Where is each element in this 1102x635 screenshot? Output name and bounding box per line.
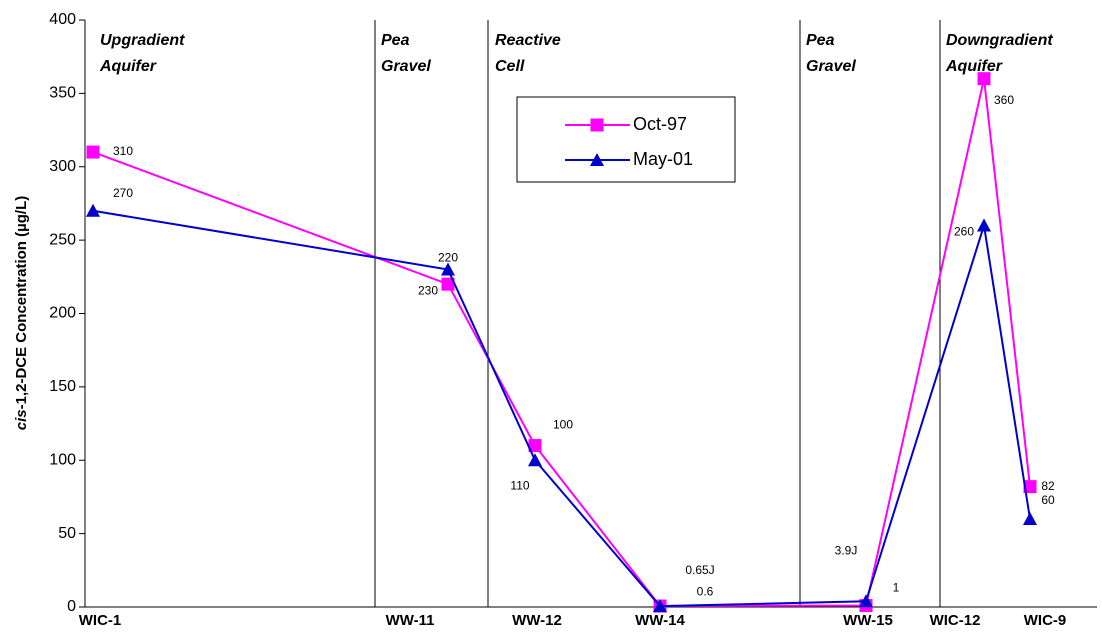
zone-label: Upgradient [100, 32, 185, 49]
data-point [977, 218, 991, 232]
data-label: 270 [113, 186, 133, 200]
x-tick-label: WIC-9 [1024, 612, 1067, 629]
data-point [528, 439, 542, 453]
legend-label: May-01 [633, 149, 693, 169]
data-label: 110 [510, 479, 529, 493]
zone-label: Aquifer [99, 58, 157, 75]
data-point [86, 203, 100, 217]
data-label: 360 [994, 93, 1014, 107]
x-tick-label: WIC-12 [930, 612, 981, 629]
series-line [92, 209, 1031, 608]
data-point [653, 599, 667, 613]
zone-label: Gravel [806, 58, 856, 75]
data-label: 0.65J [685, 563, 714, 577]
y-axis-title-italic: cis [13, 409, 30, 430]
data-label: 230 [418, 284, 438, 298]
zone-label: Downgradient [946, 32, 1053, 49]
data-point [1023, 480, 1037, 494]
zone-label: Aquifer [945, 58, 1003, 75]
data-point [441, 277, 455, 291]
y-tick-label: 400 [49, 11, 76, 28]
zone-label: Reactive [495, 32, 561, 49]
data-point [86, 145, 100, 159]
y-tick-label: 0 [67, 598, 76, 615]
data-label: 220 [438, 250, 458, 264]
legend-marker [590, 153, 604, 166]
x-tick-label: WW-12 [512, 612, 562, 629]
y-tick-label: 50 [58, 525, 76, 542]
y-tick-label: 300 [49, 158, 76, 175]
zone-label: Gravel [381, 58, 431, 75]
y-tick-label: 200 [49, 305, 76, 322]
y-axis-title-rest: -1,2-DCE Concentration (µg/L) [13, 196, 30, 410]
zone-label: Cell [495, 58, 525, 75]
x-tick-label: WW-11 [386, 612, 435, 629]
data-point [528, 453, 542, 467]
zone-label: Pea [806, 32, 835, 49]
y-tick-label: 250 [49, 231, 76, 248]
y-tick-label: 350 [49, 85, 76, 102]
data-label: 100 [553, 417, 573, 431]
data-point [441, 262, 455, 276]
data-label: 1 [893, 581, 900, 595]
data-label: 3.9J [835, 543, 858, 557]
y-axis-title: cis-1,2-DCE Concentration (µg/L) [13, 196, 30, 431]
y-tick-label: 150 [49, 378, 76, 395]
data-point [977, 72, 991, 86]
data-point [859, 594, 873, 608]
data-label: 260 [954, 225, 974, 239]
x-tick-label: WIC-1 [79, 612, 122, 629]
data-label: 310 [113, 144, 133, 158]
legend-label: Oct-97 [633, 114, 687, 134]
x-tick-label: WW-14 [635, 612, 685, 629]
legend-box [516, 96, 736, 183]
data-label: 82 [1041, 479, 1055, 493]
y-tick-label: 100 [49, 451, 76, 468]
x-tick-label: WW-15 [843, 612, 893, 629]
data-label: 0.6 [697, 584, 714, 598]
data-point [1023, 511, 1037, 525]
zone-label: Pea [381, 32, 410, 49]
data-label: 60 [1041, 493, 1055, 507]
legend-marker [590, 118, 604, 132]
